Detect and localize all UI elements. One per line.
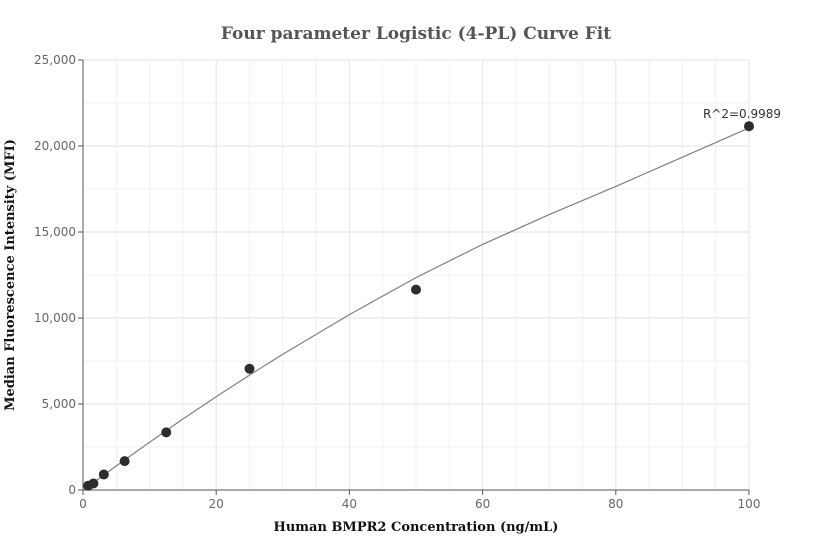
- data-point: [744, 121, 754, 132]
- y-tick-label: 15,000: [34, 225, 76, 239]
- chart-title: Four parameter Logistic (4-PL) Curve Fit: [221, 24, 611, 44]
- x-tick-label: 60: [475, 497, 490, 511]
- data-point: [119, 456, 130, 467]
- data-point: [161, 427, 172, 438]
- x-axis-label: Human BMPR2 Concentration (ng/mL): [274, 520, 559, 535]
- data-point: [244, 363, 255, 374]
- axes: [82, 60, 749, 491]
- y-tick-label: 0: [68, 483, 76, 497]
- data-point: [411, 284, 421, 295]
- grid: [83, 59, 750, 490]
- x-tick-label: 80: [608, 497, 623, 511]
- ticks: 0 20 40 60 80 100 0 5,000 10,000 15,000 20,000 25,0…: [34, 53, 760, 511]
- x-tick-label: 0: [79, 497, 87, 511]
- x-tick-label: 100: [738, 497, 761, 511]
- data-point: [88, 478, 99, 489]
- x-tick-label: 20: [209, 497, 224, 511]
- data-points: [83, 121, 754, 491]
- y-tick-label: 25,000: [34, 53, 76, 67]
- data-point: [98, 469, 109, 480]
- y-tick-label: 20,000: [34, 139, 76, 153]
- y-tick-label: 5,000: [42, 397, 76, 411]
- x-tick-label: 40: [342, 497, 357, 511]
- r-squared-annotation: R^2=0.9989: [703, 107, 781, 121]
- y-axis-label: Median Fluorescence Intensity (MFI): [3, 139, 18, 411]
- y-tick-label: 10,000: [34, 311, 76, 325]
